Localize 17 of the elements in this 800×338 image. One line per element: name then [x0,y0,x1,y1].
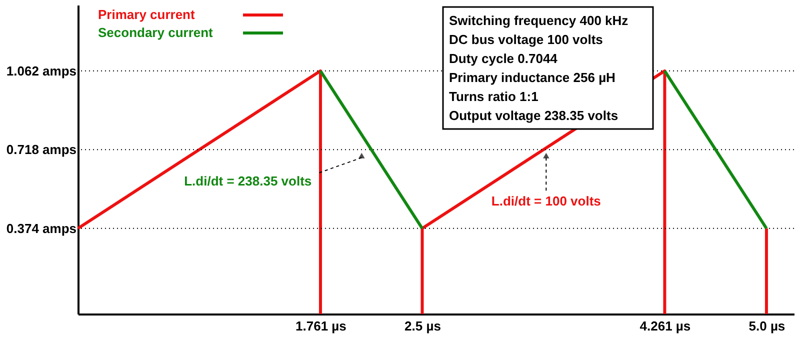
annotation: Primary inductance 256 µH [449,70,616,85]
y-tick-label: 0.374 amps [6,220,76,236]
x-tick-label: 2.5 µs [404,318,441,334]
annotation: Output voltage 238.35 volts [449,108,618,123]
annotation: L.di/dt = 238.35 volts [184,174,312,189]
annotation: Turns ratio 1:1 [449,89,538,104]
text: Primary current [98,7,196,22]
annotation: Duty cycle 0.7044 [449,51,558,66]
x-tick-label: 4.261 µs [640,318,691,334]
legend-label: Secondary current [98,25,214,40]
annotation: Switching frequency 400 kHz [449,13,629,28]
x-tick-label: 1.761 µs [296,318,346,334]
x-tick-label: 5.0 µs [748,318,786,334]
y-tick-label: 1.062 amps [6,63,76,78]
y-tick-label: 0.718 amps [6,142,76,158]
annotation: DC bus voltage 100 volts [449,32,603,47]
annotation: L.di/dt = 100 volts [491,194,601,209]
